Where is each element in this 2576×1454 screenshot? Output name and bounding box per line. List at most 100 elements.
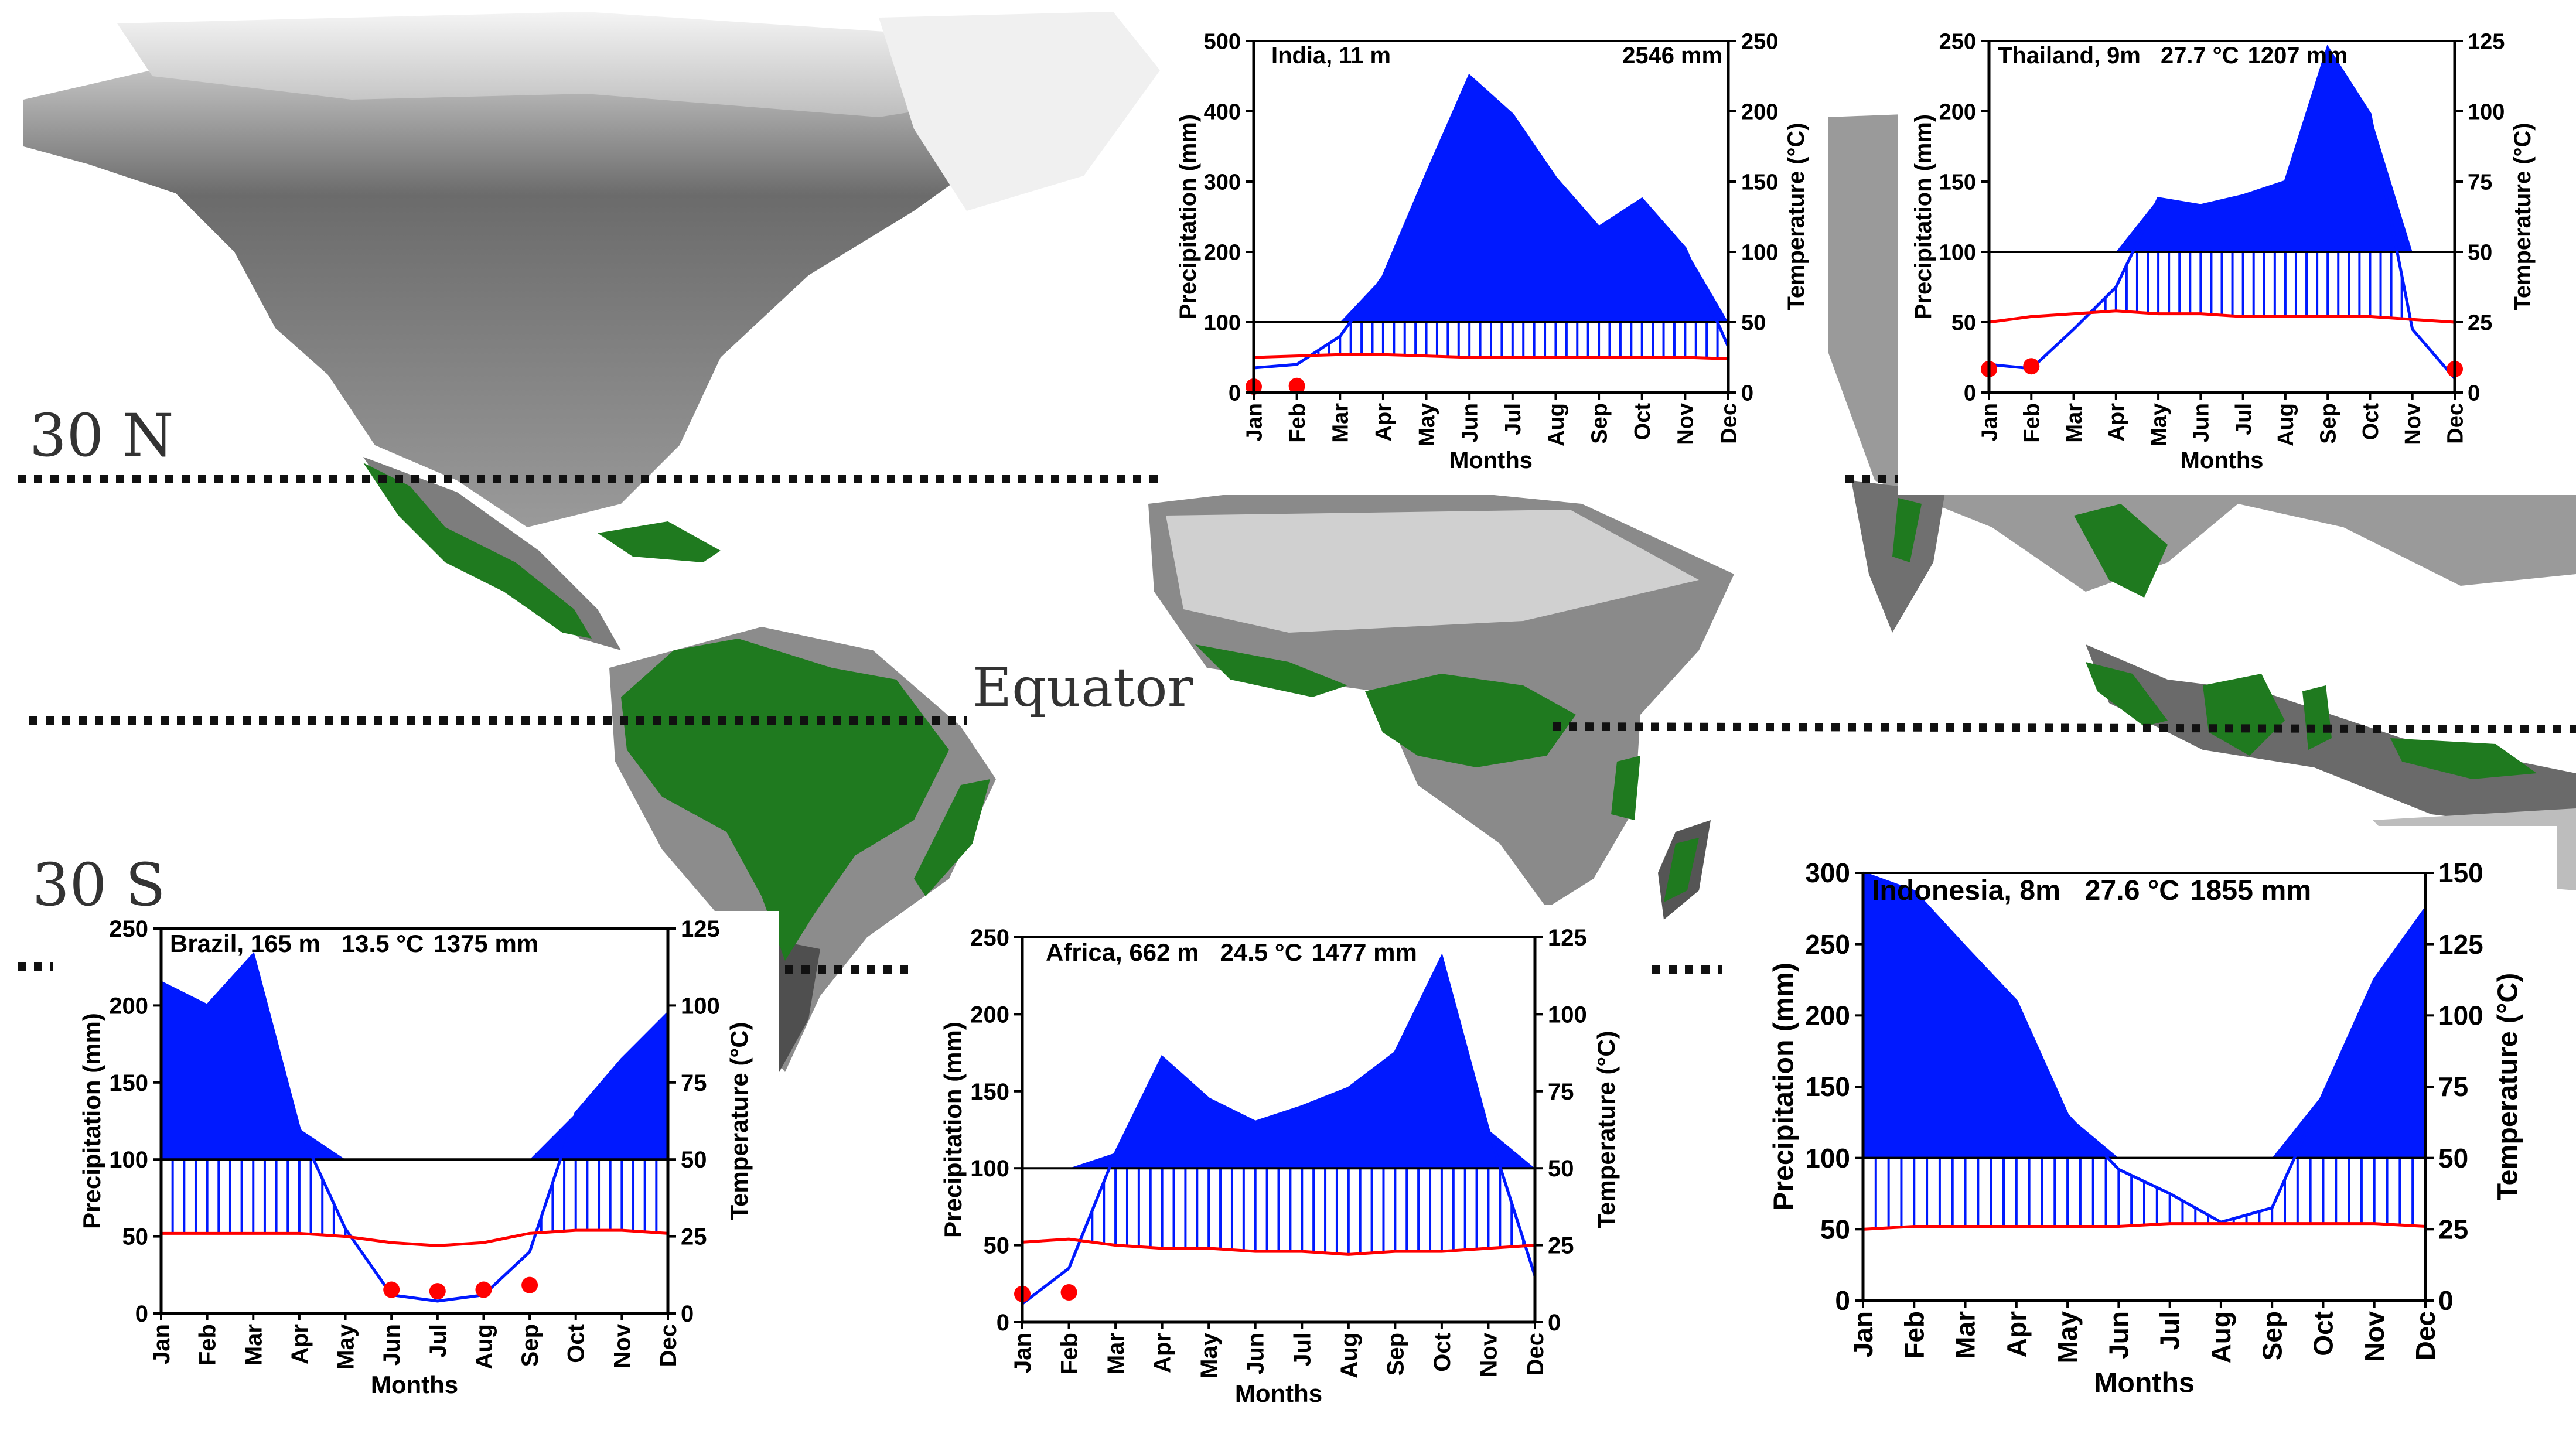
right-tick-label: 250: [1741, 29, 1778, 54]
month-label: Jun: [1458, 403, 1482, 443]
month-label: Aug: [1336, 1333, 1362, 1378]
month-label: Nov: [609, 1323, 635, 1368]
frost-marker: [1060, 1284, 1077, 1301]
month-label: Jan: [1848, 1311, 1878, 1357]
month-label: Aug: [471, 1324, 497, 1370]
right-tick-label: 75: [2468, 170, 2492, 194]
right-tick-label: 0: [1548, 1310, 1561, 1336]
north-america-landmass: [23, 18, 996, 527]
annual-precipitation: 2546 mm: [1622, 43, 1722, 69]
mean-temperature: 27.6 °C: [2084, 875, 2179, 906]
precipitation-wet-area: [1022, 957, 1535, 1169]
rainforest-west-africa: [1195, 644, 1347, 697]
precipitation-wet-area: [1863, 873, 2425, 1158]
left-tick-label: 250: [1805, 929, 1850, 960]
x-axis-label: Months: [371, 1371, 458, 1398]
month-label: Dec: [2410, 1311, 2441, 1360]
climate-chart-thailand: 0 50 100 150 200 250 0 25 50 75 100 125 Jan Feb Mar Apr…: [1910, 29, 2536, 473]
month-label: Feb: [2020, 403, 2045, 443]
right-tick-label: 100: [1741, 240, 1778, 265]
temperature-line: [1253, 353, 1729, 360]
right-tick-label: 25: [1548, 1233, 1574, 1259]
right-tick-label: 0: [2438, 1285, 2454, 1316]
month-label: Jan: [149, 1324, 175, 1364]
left-tick-label: 100: [1939, 240, 1976, 265]
right-tick-label: 150: [1741, 170, 1778, 194]
climate-chart-india: 0 100 200 300 400 500 0 50 100 150 200 250 Jan Feb Mar…: [1175, 29, 1809, 473]
left-tick-label: 150: [109, 1070, 148, 1096]
month-label: Nov: [1674, 403, 1698, 445]
right-tick-label: 200: [1741, 100, 1778, 124]
month-label: Mar: [1329, 403, 1353, 443]
frost-marker: [383, 1281, 400, 1298]
right-tick-label: 50: [2468, 240, 2492, 265]
latitude-line-equator-east: [1552, 722, 2576, 733]
month-label: May: [2147, 403, 2171, 446]
month-label: Feb: [195, 1324, 221, 1366]
right-tick-label: 100: [2468, 100, 2505, 124]
right-tick-label: 125: [2438, 929, 2483, 960]
temperature-line: [1988, 309, 2455, 324]
month-label: Jul: [1501, 403, 1526, 435]
x-axis-label: Months: [1449, 448, 1533, 473]
precipitation-line: [1253, 73, 1730, 370]
month-label: Aug: [2206, 1311, 2236, 1363]
right-tick-label: 125: [681, 916, 720, 942]
month-label: Feb: [1899, 1311, 1929, 1359]
chart-title: India, 11 m: [1271, 43, 1391, 69]
left-tick-label: 150: [1939, 170, 1976, 194]
y-axis-left-label: Precipitation (mm): [1175, 114, 1201, 319]
climate-chart-africa: 0 50 100 150 200 250 0 25 50 75 100 125 Jan Feb Mar Apr…: [939, 925, 1620, 1407]
temperature-line: [1022, 1237, 1536, 1256]
left-tick-label: 200: [1939, 100, 1976, 124]
month-label: Jun: [2189, 403, 2214, 443]
right-tick-label: 0: [2468, 381, 2480, 405]
annual-precipitation: 1477 mm: [1312, 938, 1417, 966]
precipitation-wet-area: [1254, 76, 1728, 322]
left-tick-label: 50: [1820, 1214, 1850, 1244]
left-tick-label: 300: [1204, 170, 1241, 194]
y-axis-right-label: Temperature (°C): [2492, 973, 2523, 1201]
month-label: Dec: [2443, 403, 2468, 444]
chart-panel-africa: 0 50 100 150 200 250 0 25 50 75 100 125 Jan Feb Mar Apr…: [920, 905, 1640, 1444]
month-label: May: [333, 1323, 359, 1370]
rainforest-east-africa: [1611, 756, 1640, 820]
left-tick-label: 150: [1805, 1071, 1850, 1102]
left-tick-label: 250: [1939, 29, 1976, 54]
temperature-line: [161, 1228, 668, 1247]
left-tick-label: 0: [1964, 381, 1976, 405]
annual-precipitation: 1375 mm: [433, 930, 538, 957]
precipitation-line: [1862, 871, 2427, 1224]
left-tick-label: 100: [109, 1147, 148, 1173]
month-label: Sep: [2257, 1311, 2287, 1360]
precipitation-line: [160, 951, 669, 1303]
month-label: Jun: [1243, 1333, 1269, 1374]
right-tick-label: 25: [681, 1224, 707, 1250]
right-tick-label: 125: [2468, 29, 2505, 54]
rainforest-congo: [1365, 674, 1576, 767]
chart-panel-india: 0 100 200 300 400 500 0 50 100 150 200 250 Jan Feb Mar…: [1166, 0, 1822, 495]
sahara-region: [1166, 510, 1699, 633]
right-tick-label: 0: [681, 1301, 694, 1327]
month-label: Jul: [2155, 1311, 2185, 1350]
arctic-region: [117, 12, 1025, 117]
right-tick-label: 100: [1548, 1002, 1587, 1028]
annual-precipitation: 1207 mm: [2248, 43, 2348, 69]
month-label: Jan: [1242, 403, 1267, 441]
x-axis-label: Months: [1235, 1380, 1322, 1407]
right-tick-label: 125: [1548, 925, 1587, 951]
month-label: May: [1196, 1332, 1222, 1378]
month-label: Oct: [564, 1324, 589, 1363]
left-tick-label: 300: [1805, 858, 1850, 888]
month-label: Aug: [1544, 403, 1569, 446]
right-tick-label: 100: [2438, 1000, 2483, 1030]
right-tick-label: 25: [2468, 310, 2492, 335]
month-label: Nov: [2401, 403, 2425, 445]
left-tick-label: 500: [1204, 29, 1241, 54]
month-label: Dec: [1717, 403, 1741, 444]
month-label: Sep: [1383, 1333, 1408, 1376]
right-tick-label: 75: [681, 1070, 707, 1096]
month-label: Jul: [425, 1324, 451, 1358]
month-label: Dec: [1523, 1333, 1548, 1376]
annual-precipitation: 1855 mm: [2191, 875, 2312, 906]
